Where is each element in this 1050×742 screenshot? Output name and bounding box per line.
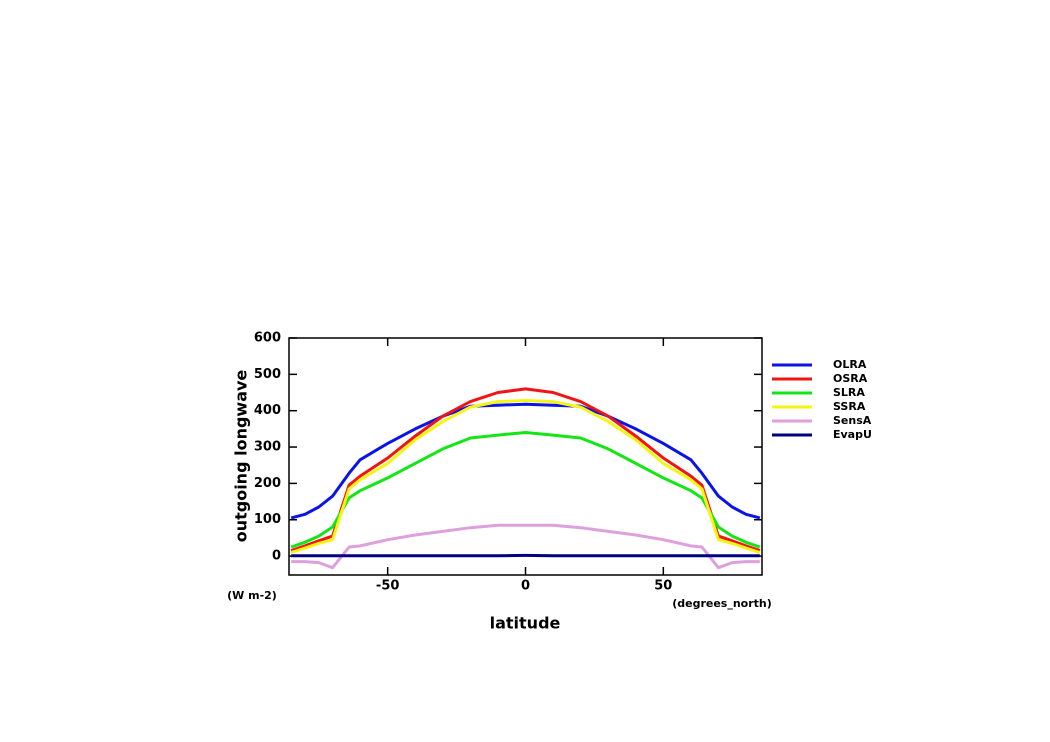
series-line (291, 523, 760, 570)
legend-label: SensA (833, 414, 872, 427)
y-tick-label: 100 (254, 512, 281, 527)
legend-label: EvapU (833, 428, 872, 441)
legend-label: SLRA (833, 386, 865, 399)
legend-label: OSRA (833, 372, 868, 385)
series-line (290, 402, 761, 520)
y-tick-label: 0 (272, 549, 281, 564)
y-tick-label: 400 (254, 403, 281, 418)
x-tick-label: 50 (654, 579, 672, 594)
series-line (290, 399, 761, 554)
x-tick-label: -50 (376, 579, 400, 594)
y-tick-label: 500 (254, 367, 281, 382)
y-tick-label: 600 (254, 331, 281, 346)
x-units: (degrees_north) (672, 597, 772, 610)
y-tick-label: 300 (254, 440, 281, 455)
y-tick-label: 200 (254, 476, 281, 491)
plot-frame (288, 337, 763, 576)
y-units: (W m-2) (227, 589, 277, 602)
x-tick-label: 0 (521, 579, 530, 594)
x-axis-label: latitude (490, 614, 561, 633)
series-line (290, 431, 761, 549)
legend-label: OLRA (833, 358, 867, 371)
legend-label: SSRA (833, 400, 866, 413)
y-axis-label: outgoing longwave (232, 370, 251, 543)
